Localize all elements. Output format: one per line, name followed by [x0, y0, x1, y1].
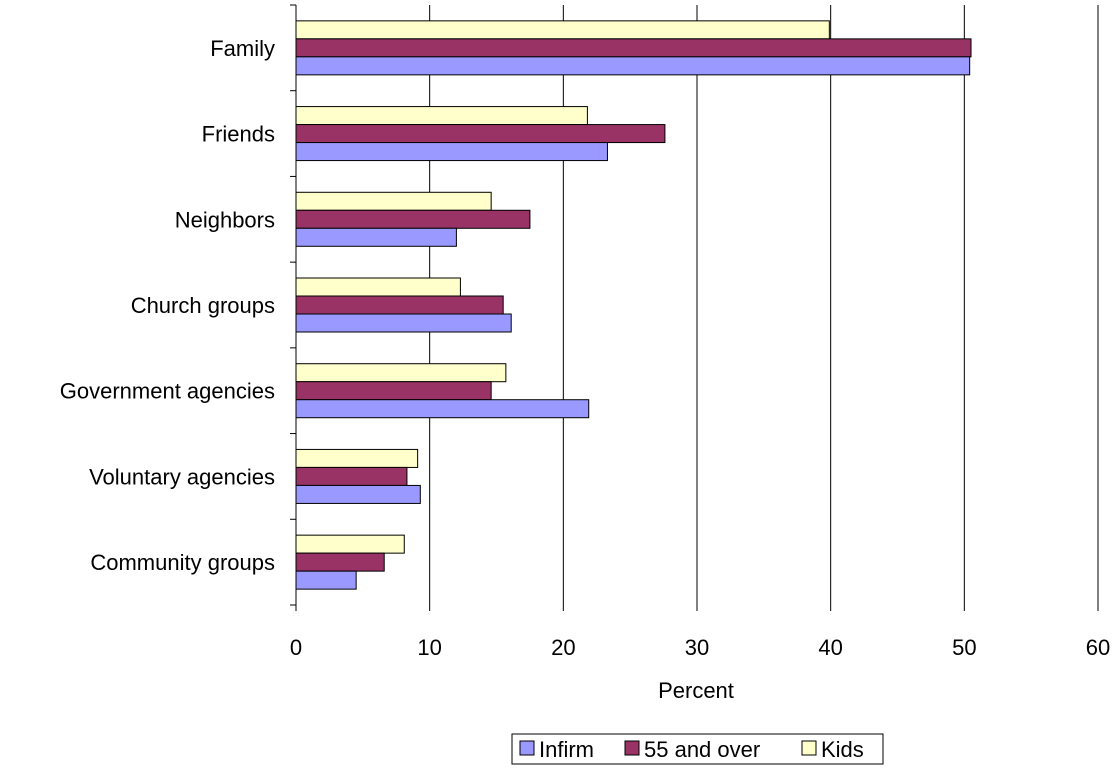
category-label: Community groups: [90, 550, 275, 575]
bar-55-and-over: [295, 38, 972, 58]
legend-label-infirm: Infirm: [539, 737, 594, 762]
bar-kids: [295, 534, 405, 554]
bar-55-and-over: [295, 124, 666, 144]
category-label: Church groups: [131, 293, 275, 318]
bar-55-and-over: [295, 209, 531, 229]
category-label: Government agencies: [60, 379, 275, 404]
bar-kids: [295, 363, 507, 383]
x-tick-label: 60: [1086, 635, 1110, 660]
axis-layer: 0 10 20 30 40 50 60 Family Friends Neighbors Churc…: [60, 4, 1110, 660]
bar-infirm: [295, 313, 512, 333]
bar-kids: [295, 277, 461, 297]
bar-kids: [295, 191, 492, 211]
bar-55-and-over: [295, 552, 385, 572]
legend-swatch-55-and-over: [624, 740, 640, 756]
category-label: Family: [210, 36, 275, 61]
legend-swatch-infirm: [519, 740, 535, 756]
bar-infirm: [295, 142, 608, 162]
bar-infirm: [295, 484, 421, 504]
x-tick-label: 50: [952, 635, 976, 660]
category-label: Neighbors: [175, 207, 275, 232]
bar-infirm: [295, 399, 590, 419]
legend-box: [511, 733, 884, 765]
x-tick-label: 20: [551, 635, 575, 660]
legend-label-kids: Kids: [821, 737, 864, 762]
bar-55-and-over: [295, 381, 492, 401]
category-label: Voluntary agencies: [89, 464, 275, 489]
bar-kids: [295, 448, 419, 468]
grid-layer: [429, 5, 1099, 605]
x-axis-title: Percent: [658, 678, 734, 703]
bar-kids: [295, 106, 588, 126]
x-tick-label: 40: [818, 635, 842, 660]
legend-swatch-kids: [801, 740, 817, 756]
bars-layer: [295, 20, 972, 590]
bar-55-and-over: [295, 466, 408, 486]
bar-infirm: [295, 227, 457, 247]
bar-infirm: [295, 570, 357, 590]
bar-infirm: [295, 56, 971, 76]
legend: Infirm 55 and over Kids: [511, 733, 884, 765]
x-tick-label: 30: [685, 635, 709, 660]
x-tick-label: 0: [290, 635, 302, 660]
x-tick-label: 10: [417, 635, 441, 660]
bar-kids: [295, 20, 830, 40]
category-label: Friends: [202, 122, 275, 147]
legend-label-55-and-over: 55 and over: [644, 737, 760, 762]
bar-55-and-over: [295, 295, 504, 315]
